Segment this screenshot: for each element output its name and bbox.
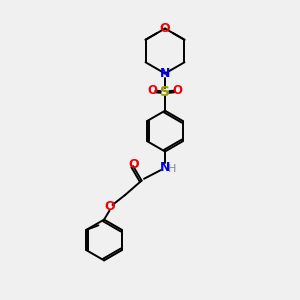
Text: N: N <box>160 67 170 80</box>
Text: N: N <box>160 160 170 174</box>
Text: S: S <box>160 85 170 99</box>
Text: O: O <box>128 158 139 171</box>
Text: O: O <box>160 22 170 35</box>
Text: O: O <box>172 84 183 97</box>
Text: O: O <box>147 84 158 97</box>
Text: H: H <box>168 164 176 174</box>
Text: O: O <box>104 200 115 213</box>
